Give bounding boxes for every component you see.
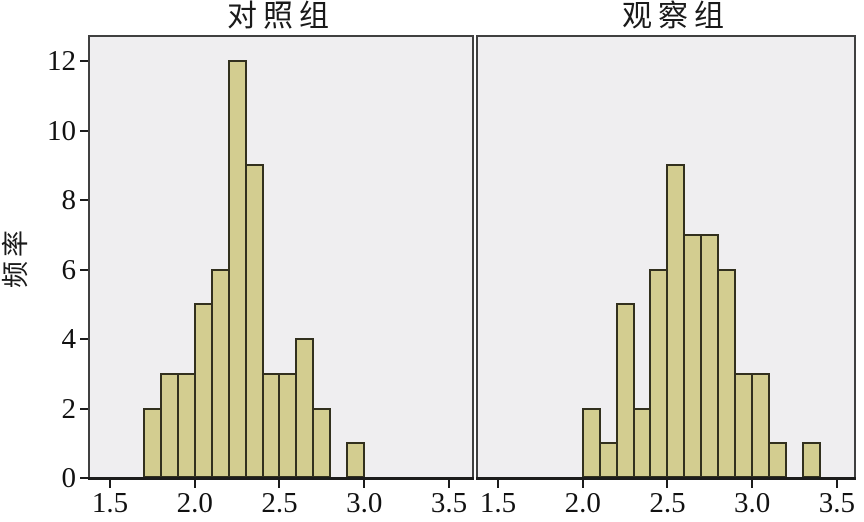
x-tick-label: 3.0 (346, 487, 383, 519)
x-tick (193, 480, 196, 488)
x-tick (363, 480, 366, 488)
x-tick-label: 2.0 (176, 487, 213, 519)
y-tick-label: 6 (61, 253, 77, 286)
panel-title-observation-group: 观察组 (622, 0, 730, 33)
histogram-bar (751, 372, 771, 478)
y-tick (80, 268, 88, 271)
x-tick-label: 3.5 (818, 487, 855, 519)
x-tick (447, 480, 450, 488)
y-tick (80, 477, 88, 479)
x-tick (278, 480, 281, 488)
y-tick (80, 407, 88, 410)
y-tick-label: 4 (61, 323, 77, 356)
x-tick (581, 480, 584, 488)
x-tick-label: 1.5 (91, 487, 129, 519)
y-tick (80, 199, 88, 202)
histogram-bar (615, 303, 635, 478)
y-tick (80, 129, 88, 132)
x-tick (835, 480, 838, 488)
y-tick (80, 338, 88, 341)
histogram-bar (801, 442, 821, 478)
y-tick-label: 10 (47, 114, 76, 147)
x-tick (496, 480, 499, 488)
x-tick-label: 3.0 (734, 487, 771, 519)
y-tick-label: 2 (61, 392, 77, 425)
x-tick (751, 480, 754, 488)
x-tick-label: 3.5 (430, 487, 468, 519)
x-tick-label: 2.0 (564, 487, 601, 519)
histogram-bar (768, 442, 788, 478)
y-tick-label: 8 (61, 184, 77, 217)
histogram-bar (346, 442, 366, 478)
y-tick-label: 0 (61, 462, 77, 494)
x-tick-label: 1.5 (479, 487, 517, 519)
panel-title-control-group: 对照组 (227, 0, 335, 33)
x-axis-line (88, 477, 474, 480)
x-tick (108, 480, 111, 488)
x-tick-label: 2.5 (649, 487, 686, 519)
histogram-bar (244, 164, 264, 478)
y-tick (80, 60, 88, 63)
x-tick-label: 2.5 (261, 487, 298, 519)
x-axis-line (476, 477, 856, 480)
y-tick-label: 12 (47, 45, 76, 78)
histogram-bar (312, 407, 332, 478)
x-tick (666, 480, 669, 488)
